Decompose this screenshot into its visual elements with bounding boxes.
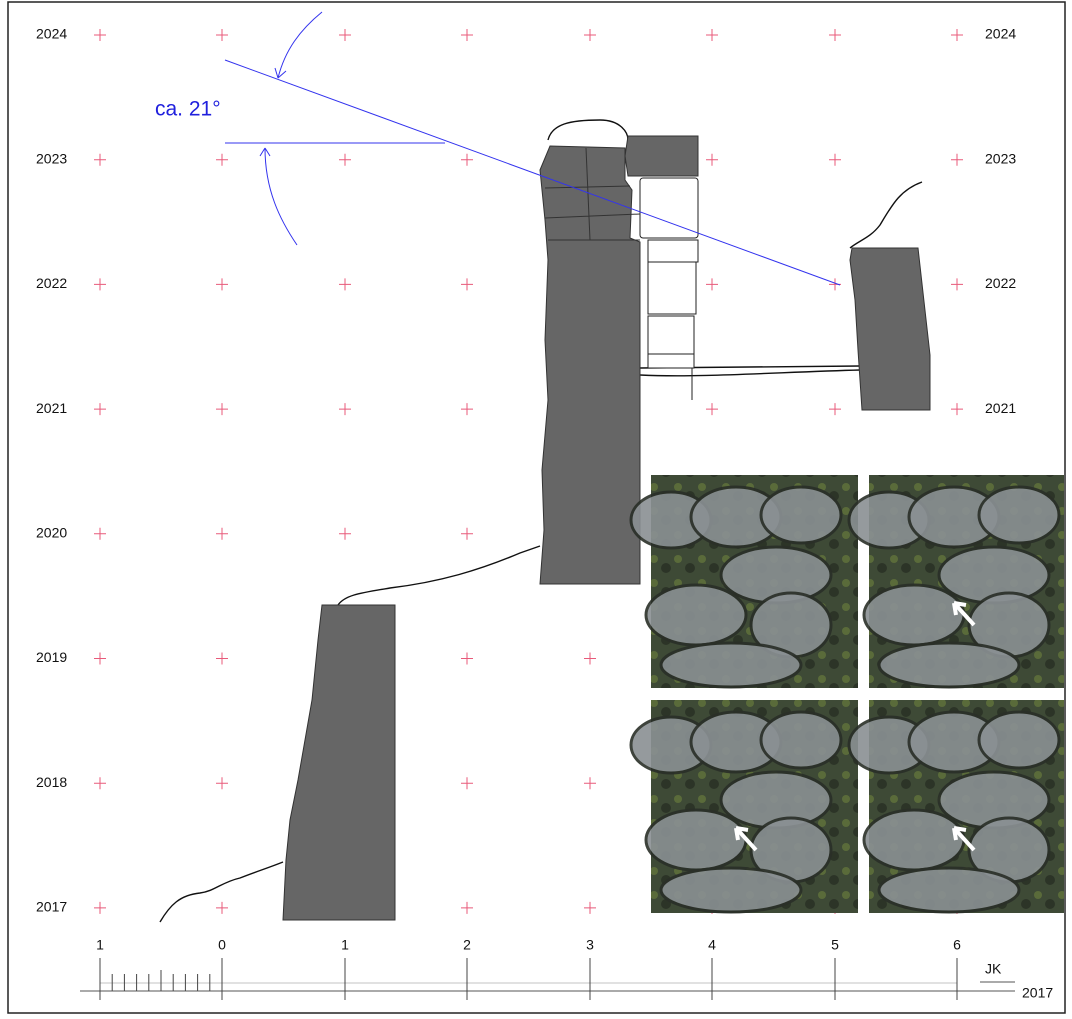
page: 2024202420232023202220222021202120202020…	[0, 0, 1072, 1019]
scale-label: 0	[218, 937, 226, 953]
elevation-label: 2018	[36, 774, 67, 790]
elevation-label: 2022	[985, 275, 1016, 291]
elevation-label: 2022	[36, 275, 67, 291]
elevation-label: 2019	[36, 649, 67, 665]
section-drawing: 2024202420232023202220222021202120202020…	[0, 0, 1072, 1014]
elevation-label: 2023	[985, 150, 1016, 166]
stone	[879, 643, 1019, 687]
stone	[646, 585, 746, 645]
scale-label: 1	[96, 937, 104, 953]
elevation-label: 2024	[985, 26, 1016, 42]
outline-stones	[640, 178, 698, 400]
elevation-label: 2021	[36, 400, 67, 416]
elevation-label: 2017	[36, 899, 67, 915]
stone	[979, 487, 1059, 543]
stone	[646, 810, 746, 870]
scale-label: 4	[708, 937, 716, 953]
stone	[879, 868, 1019, 912]
elevation-label: 2024	[36, 26, 67, 42]
elevation-label: 2021	[985, 400, 1016, 416]
angle-label: ca. 21°	[155, 98, 221, 121]
stone	[761, 712, 841, 768]
author: JK	[985, 961, 1002, 977]
scale-label: 6	[953, 937, 961, 953]
stone	[661, 643, 801, 687]
scale-label: 2	[463, 937, 471, 953]
scale-label: 3	[586, 937, 594, 953]
stone	[979, 712, 1059, 768]
scale-label: 1	[341, 937, 349, 953]
stone	[864, 585, 964, 645]
stone	[661, 868, 801, 912]
year: 2017	[1022, 985, 1053, 1001]
elevation-label: 2023	[36, 150, 67, 166]
elevation-label: 2020	[36, 525, 67, 541]
stone	[864, 810, 964, 870]
stone	[761, 487, 841, 543]
scale-label: 5	[831, 937, 839, 953]
